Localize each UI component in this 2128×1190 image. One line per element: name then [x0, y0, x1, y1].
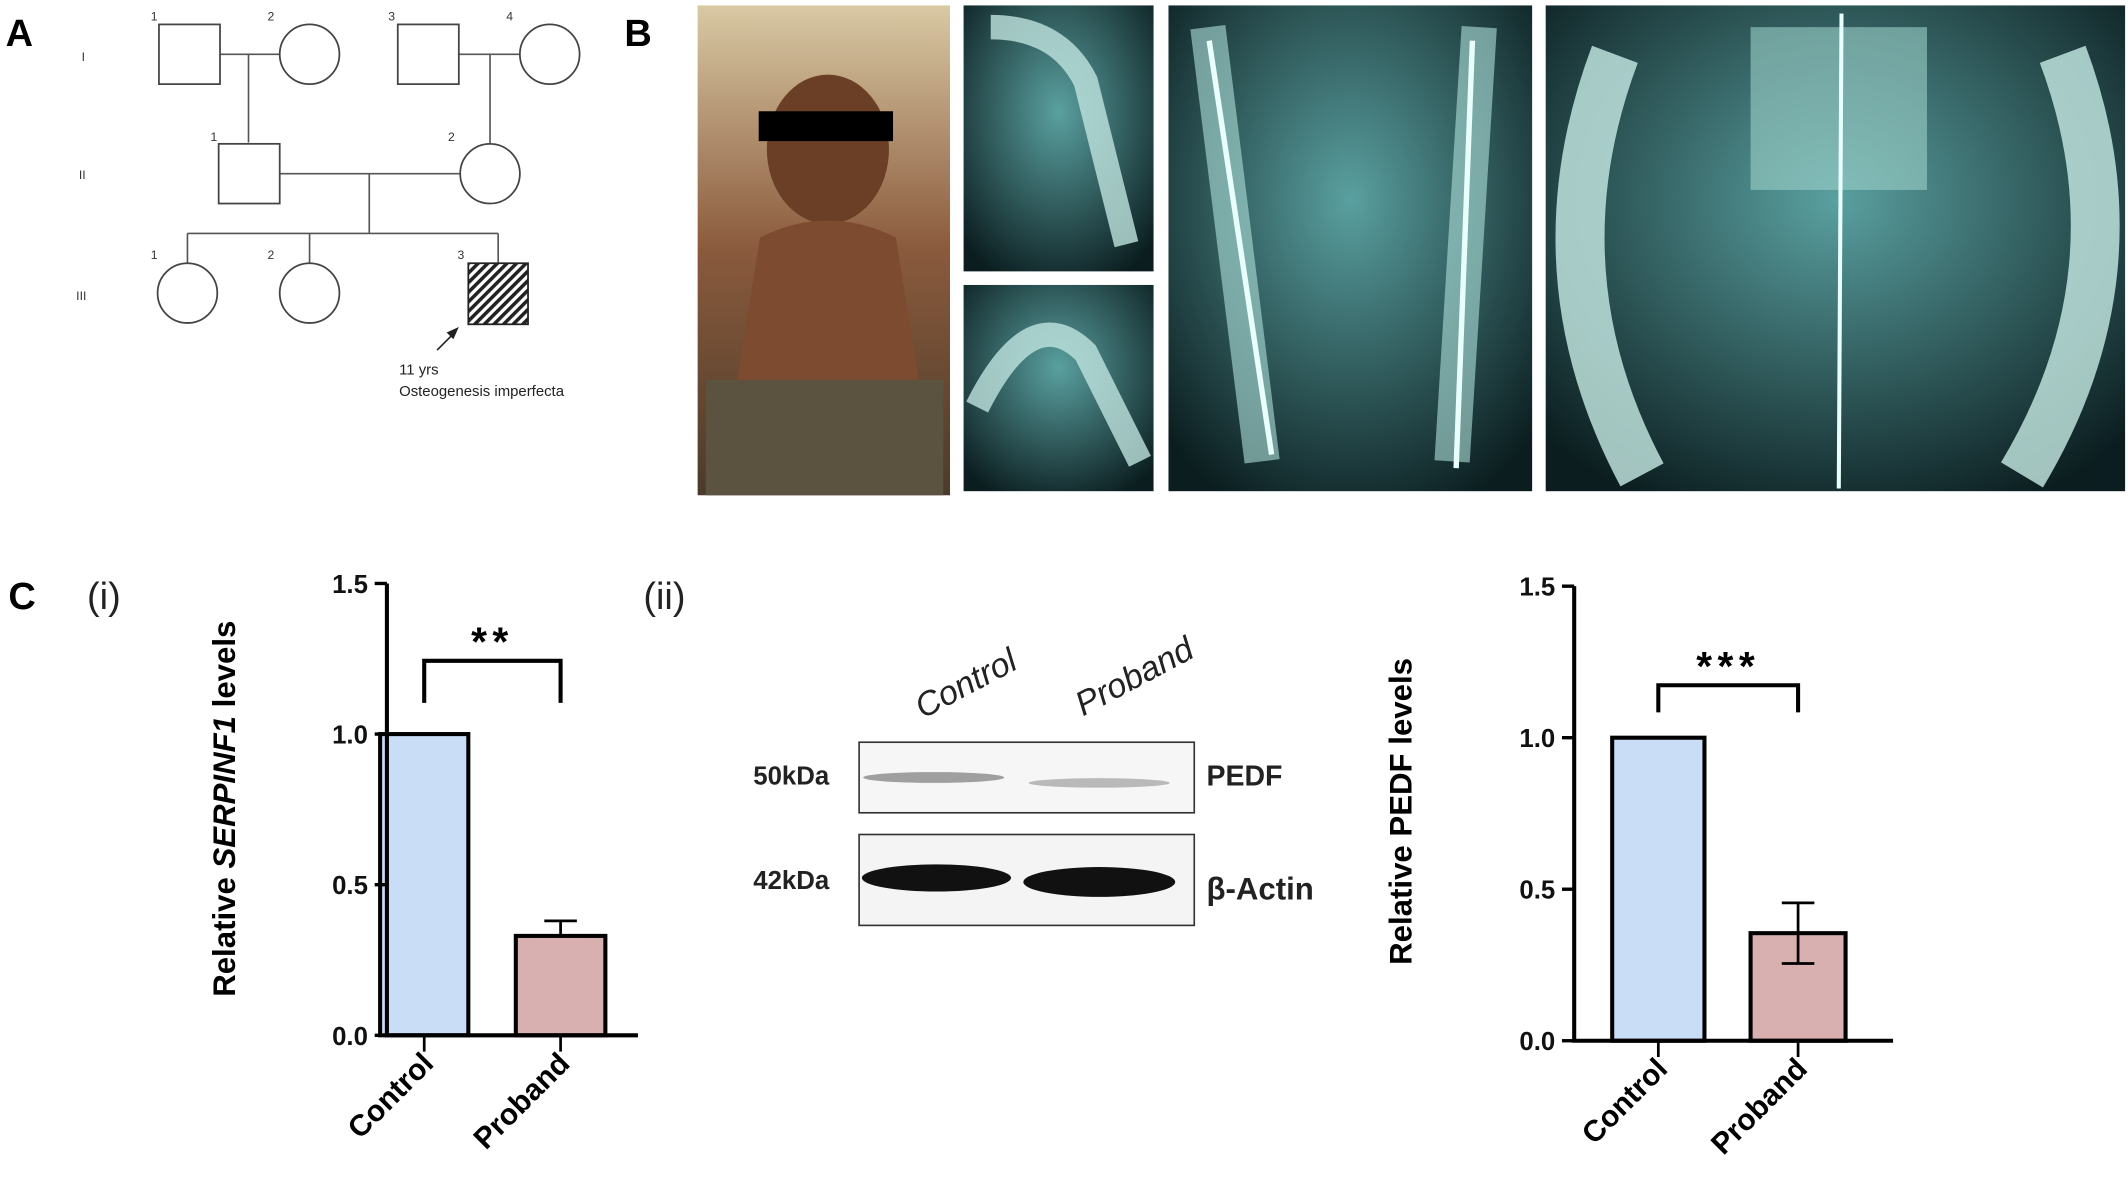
pedigree-female-iii2 — [278, 262, 341, 324]
lane-label-proband: Proband — [1069, 629, 1201, 723]
individual-number: 3 — [457, 248, 464, 262]
marker-50kda: 50kDa — [753, 762, 830, 790]
panel-label-b: B — [624, 13, 651, 55]
serpinf1-bar-chart: Control Proband 0.0 0.5 1.0 1.5 ** — [332, 571, 638, 1156]
generation-label: I — [82, 50, 85, 64]
pedigree-female-i2 — [278, 23, 341, 86]
individual-number: 1 — [211, 130, 218, 144]
pedigree-female-ii2 — [459, 142, 521, 205]
bar-control — [1610, 735, 1707, 1043]
y-axis-label: Relative PEDF levels — [1383, 658, 1418, 965]
marker-42kda: 42kDa — [753, 867, 830, 895]
individual-number: 2 — [268, 248, 275, 262]
x-tick-label: Control — [342, 1047, 440, 1145]
generation-label: III — [76, 289, 86, 303]
proband-arrow-icon — [436, 327, 459, 351]
y-axis-label: Relative SERPINF1 levels — [207, 621, 242, 997]
xray-arm-upper — [963, 5, 1154, 272]
pedigree-female-i4 — [519, 23, 581, 86]
bar-proband — [513, 933, 608, 1038]
individual-number: 3 — [388, 9, 395, 23]
protein-pedf: PEDF — [1206, 761, 1282, 793]
y-tick-label: 1.5 — [332, 571, 368, 599]
y-tick-label: 0.0 — [1519, 1028, 1555, 1056]
individual-number: 1 — [151, 9, 158, 23]
significance-stars: ** — [471, 618, 514, 664]
panel-label-c: C — [8, 576, 35, 618]
pedigree-male-ii1 — [217, 142, 281, 205]
subpanel-label-ii: (ii) — [643, 576, 685, 618]
bar-control — [378, 732, 471, 1038]
pedigree-chart: I II III 1 2 3 4 1 2 1 2 3 11 yrs Osteog… — [76, 9, 581, 400]
x-tick-label: Proband — [1705, 1052, 1814, 1161]
xray-legs-rodded — [1168, 5, 1533, 492]
pedigree-male-i1 — [158, 23, 221, 86]
significance-bracket — [422, 658, 563, 703]
eye-bar — [758, 111, 894, 142]
x-tick-label: Proband — [467, 1047, 576, 1156]
significance-bracket — [1656, 683, 1801, 713]
y-tick-label: 0.0 — [332, 1023, 368, 1051]
y-tick-label: 1.0 — [1519, 725, 1555, 753]
patient-photo — [697, 5, 951, 496]
proband-diagnosis: Osteogenesis imperfecta — [399, 383, 565, 400]
western-blot: Control Proband 50kDa 42kDa PEDF β-Actin — [753, 629, 1314, 927]
error-bar — [1781, 901, 1815, 965]
subpanel-label-i: (i) — [87, 576, 121, 618]
pedf-bar-chart: Control Proband 0.0 0.5 1.0 1.5 *** — [1519, 574, 1894, 1161]
individual-number: 4 — [506, 9, 513, 23]
error-bar — [544, 919, 577, 936]
generation-label: II — [79, 168, 86, 182]
protein-actin: β-Actin — [1206, 872, 1313, 907]
pedigree-female-iii1 — [156, 262, 219, 324]
pedigree-male-i3 — [396, 23, 460, 86]
individual-number: 2 — [268, 9, 275, 23]
y-tick-label: 1.5 — [1519, 574, 1555, 602]
y-tick-label: 0.5 — [1519, 877, 1555, 905]
y-tick-label: 0.5 — [332, 872, 368, 900]
xray-legs-bowed — [1545, 5, 2126, 492]
proband-age: 11 yrs — [399, 362, 439, 379]
lane-label-control: Control — [909, 641, 1025, 727]
y-tick-label: 1.0 — [332, 722, 368, 750]
individual-number: 1 — [151, 248, 158, 262]
pedigree-proband-iii3 — [467, 262, 529, 326]
panel-label-a: A — [6, 13, 33, 55]
x-tick-label: Control — [1576, 1052, 1674, 1150]
significance-stars: *** — [1696, 643, 1760, 689]
individual-number: 2 — [448, 130, 455, 144]
xray-arm-lower — [963, 284, 1154, 492]
